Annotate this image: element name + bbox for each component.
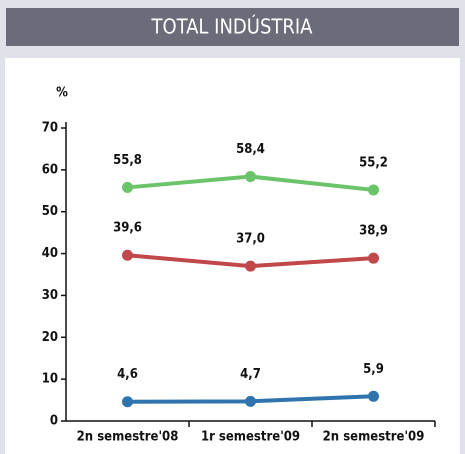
data-label: 4,7 (240, 367, 261, 382)
data-label: 55,8 (113, 153, 142, 168)
y-tick-label: 40 (42, 246, 58, 261)
data-label: 5,9 (363, 362, 384, 377)
data-label: 39,6 (113, 221, 142, 236)
x-tick-label: 2n semestre'08 (77, 430, 179, 445)
y-tick-label: 20 (42, 330, 58, 345)
x-tick-label: 1r semestre'09 (201, 430, 300, 445)
chart-title: TOTAL INDÚSTRIA (151, 15, 314, 39)
y-tick-label: 70 (42, 121, 58, 136)
point (368, 184, 379, 196)
y-tick-label: 0 (50, 414, 58, 429)
y-tick-label: 10 (42, 372, 58, 387)
title-band (6, 8, 459, 46)
point (245, 171, 256, 183)
point (122, 181, 133, 193)
data-label: 38,9 (359, 224, 388, 239)
data-label: 37,0 (236, 232, 265, 247)
data-label: 58,4 (236, 142, 265, 157)
point (122, 249, 133, 261)
point (368, 390, 379, 402)
point (368, 252, 379, 264)
y-axis-label: % (56, 86, 68, 101)
panel (5, 58, 460, 454)
point (245, 260, 256, 272)
y-tick-label: 50 (42, 204, 58, 219)
data-label: 55,2 (359, 155, 388, 170)
y-tick-label: 30 (42, 288, 58, 303)
y-tick-label: 60 (42, 162, 58, 177)
point (122, 396, 133, 408)
data-label: 4,6 (117, 367, 138, 382)
x-tick-label: 2n semestre'09 (323, 430, 425, 445)
point (245, 395, 256, 407)
